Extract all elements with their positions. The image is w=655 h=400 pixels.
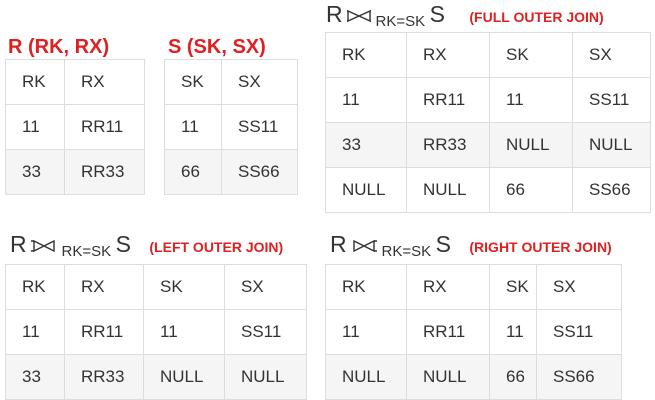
table-cell: NULL bbox=[406, 167, 490, 213]
left-outer-join-icon bbox=[31, 239, 57, 256]
join-type-label: (RIGHT OUTER JOIN) bbox=[469, 239, 612, 255]
left-relation-name: R bbox=[326, 1, 343, 27]
column-header: RK bbox=[5, 59, 65, 105]
left-relation-name: R bbox=[330, 231, 347, 257]
table-cell: 33 bbox=[5, 149, 65, 195]
table-cell: NULL bbox=[143, 354, 225, 400]
table-cell: NULL bbox=[489, 122, 573, 168]
table-header-row: RK RX SK SX bbox=[325, 264, 622, 310]
table-row: 33 RR33 NULL NULL bbox=[5, 354, 307, 400]
table-cell: SS66 bbox=[536, 354, 622, 400]
column-header: SX bbox=[536, 264, 622, 310]
column-header: RX bbox=[406, 32, 490, 78]
table-cell: 11 bbox=[5, 104, 65, 150]
column-header: SX bbox=[224, 264, 307, 310]
table-cell: 11 bbox=[489, 77, 573, 123]
table-cell: SS66 bbox=[572, 167, 651, 213]
table-cell: 66 bbox=[489, 167, 573, 213]
right-relation-name: S bbox=[429, 1, 445, 27]
left-relation-name: R bbox=[10, 231, 27, 257]
right-relation-name: S bbox=[115, 231, 131, 257]
column-header: SK bbox=[489, 32, 573, 78]
table-row: 11 SS11 bbox=[164, 104, 298, 150]
table-row: NULL NULL 66 SS66 bbox=[325, 167, 651, 213]
right-outer-join-icon bbox=[351, 239, 378, 256]
table-cell: RR11 bbox=[406, 309, 490, 355]
table-row: 11 RR11 11 SS11 bbox=[325, 309, 622, 355]
table-cell: 11 bbox=[143, 309, 225, 355]
table-cell: 11 bbox=[489, 309, 537, 355]
right-join-table: RK RX SK SX 11 RR11 11 SS11 NULL NULL 66… bbox=[325, 264, 622, 400]
table-row: 33 RR33 NULL NULL bbox=[325, 122, 651, 168]
table-cell: SS11 bbox=[572, 77, 651, 123]
table-cell: SS11 bbox=[224, 309, 307, 355]
table-cell: RR33 bbox=[64, 149, 145, 195]
table-cell: 11 bbox=[325, 309, 407, 355]
table-cell: 11 bbox=[5, 309, 65, 355]
table-cell: RR11 bbox=[64, 309, 144, 355]
table-cell: RR11 bbox=[406, 77, 490, 123]
table-row: 11 RR11 11 SS11 bbox=[5, 309, 307, 355]
column-header: SK bbox=[489, 264, 537, 310]
relation-r-table: RK RX 11 RR11 33 RR33 bbox=[5, 59, 145, 195]
table-cell: NULL bbox=[572, 122, 651, 168]
column-header: SK bbox=[143, 264, 225, 310]
join-condition: RK=SK bbox=[375, 13, 426, 30]
column-header: SK bbox=[164, 59, 222, 105]
table-header-row: RK RX SK SX bbox=[325, 32, 651, 78]
table-row: 11 RR11 11 SS11 bbox=[325, 77, 651, 123]
left-join-heading: R RK=SK S (LEFT OUTER JOIN) bbox=[10, 231, 284, 260]
column-header: SX bbox=[221, 59, 298, 105]
table-cell: 33 bbox=[325, 122, 407, 168]
table-header-row: RK RX bbox=[5, 59, 145, 105]
full-join-heading: R RK=SK S (FULL OUTER JOIN) bbox=[326, 1, 604, 30]
table-header-row: SK SX bbox=[164, 59, 298, 105]
table-row: 33 RR33 bbox=[5, 149, 145, 195]
relation-r-title: R (RK, RX) bbox=[8, 36, 110, 58]
table-cell: 66 bbox=[489, 354, 537, 400]
join-condition: RK=SK bbox=[61, 243, 112, 260]
table-cell: 11 bbox=[164, 104, 222, 150]
table-cell: NULL bbox=[406, 354, 490, 400]
table-cell: NULL bbox=[325, 354, 407, 400]
table-cell: 11 bbox=[325, 77, 407, 123]
table-cell: SS11 bbox=[536, 309, 622, 355]
table-cell: 66 bbox=[164, 149, 222, 195]
column-header: RK bbox=[5, 264, 65, 310]
table-cell: SS66 bbox=[221, 149, 298, 195]
right-join-heading: R RK=SK S (RIGHT OUTER JOIN) bbox=[330, 231, 612, 260]
join-condition: RK=SK bbox=[381, 243, 432, 260]
column-header: RX bbox=[64, 59, 145, 105]
join-type-label: (FULL OUTER JOIN) bbox=[469, 9, 604, 25]
table-row: 66 SS66 bbox=[164, 149, 298, 195]
left-join-table: RK RX SK SX 11 RR11 11 SS11 33 RR33 NULL… bbox=[5, 264, 307, 400]
table-cell: SS11 bbox=[221, 104, 298, 150]
table-header-row: RK RX SK SX bbox=[5, 264, 307, 310]
table-cell: RR11 bbox=[64, 104, 145, 150]
table-cell: NULL bbox=[325, 167, 407, 213]
table-cell: RR33 bbox=[64, 354, 144, 400]
full-outer-join-icon bbox=[345, 9, 374, 26]
right-relation-name: S bbox=[435, 231, 451, 257]
column-header: RX bbox=[64, 264, 144, 310]
table-cell: 33 bbox=[5, 354, 65, 400]
column-header: RX bbox=[406, 264, 490, 310]
relation-s-table: SK SX 11 SS11 66 SS66 bbox=[164, 59, 298, 195]
relation-s-title: S (SK, SX) bbox=[168, 36, 266, 58]
column-header: RK bbox=[325, 32, 407, 78]
full-join-table: RK RX SK SX 11 RR11 11 SS11 33 RR33 NULL… bbox=[325, 32, 651, 213]
join-type-label: (LEFT OUTER JOIN) bbox=[149, 239, 284, 255]
table-row: NULL NULL 66 SS66 bbox=[325, 354, 622, 400]
column-header: RK bbox=[325, 264, 407, 310]
column-header: SX bbox=[572, 32, 651, 78]
table-row: 11 RR11 bbox=[5, 104, 145, 150]
table-cell: NULL bbox=[224, 354, 307, 400]
table-cell: RR33 bbox=[406, 122, 490, 168]
